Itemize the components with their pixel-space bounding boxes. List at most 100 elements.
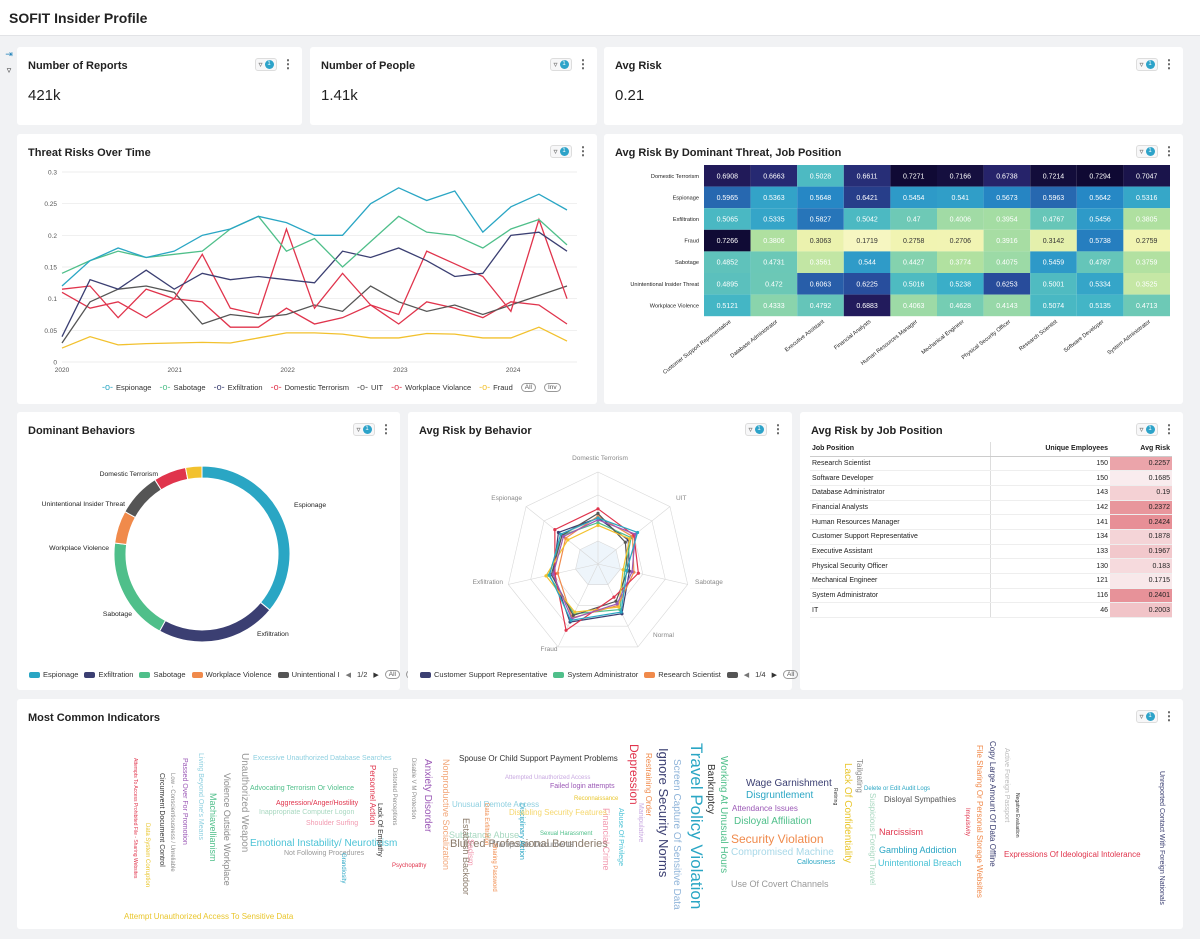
word-cloud-term[interactable]: Active Foreign Passport — [1003, 748, 1010, 823]
legend-item[interactable] — [726, 671, 738, 678]
word-cloud-term[interactable]: Violence Outside Workplace — [222, 773, 232, 886]
word-cloud-term[interactable]: Living Beyond One's Means — [197, 753, 204, 840]
filter-button[interactable]: ▿ 1 — [1136, 709, 1158, 723]
filter-icon[interactable]: ▿ — [6, 65, 12, 75]
filter-button[interactable]: ▿ 1 — [255, 57, 277, 71]
legend-next-icon[interactable]: ▶ — [771, 671, 777, 679]
legend-pill[interactable]: All — [520, 382, 536, 392]
legend-next-icon[interactable]: ▶ — [373, 671, 379, 679]
filter-button[interactable]: ▿ 1 — [1136, 144, 1158, 158]
table-row[interactable]: Database Administrator 143 0.19 — [810, 485, 1172, 501]
more-options-icon[interactable]: ⋮ — [577, 57, 589, 71]
word-cloud-term[interactable]: Spouse Or Child Support Payment Problems — [459, 754, 618, 763]
word-cloud-term[interactable]: Attempted Unauthorized Access — [505, 775, 591, 781]
word-cloud-term[interactable]: Grandiosity — [340, 853, 346, 884]
legend-item[interactable]: System Administrator — [553, 670, 638, 679]
table-row[interactable]: Software Developer 150 0.1685 — [810, 470, 1172, 486]
word-cloud-term[interactable]: Emotional Instability/ Neuroticism — [250, 838, 398, 849]
word-cloud-term[interactable]: Ignore Security Norms — [656, 748, 671, 878]
word-cloud-term[interactable]: Attempt Unauthorized Access To Sensitive… — [124, 912, 294, 921]
more-options-icon[interactable]: ⋮ — [1163, 144, 1175, 158]
table-row[interactable]: Executive Assistant 133 0.1967 — [810, 544, 1172, 560]
word-cloud-term[interactable]: Unusual Remote Access — [452, 800, 540, 809]
word-cloud-term[interactable]: Disable V M Protection — [410, 758, 416, 820]
word-cloud-term[interactable]: Delete or Edit Audit Logs — [864, 786, 931, 792]
column-header-unique-employees[interactable]: Unique Employees — [990, 442, 1110, 457]
word-cloud-term[interactable]: Personnel Action — [368, 765, 377, 826]
word-cloud-term[interactable]: Screen Capture Of Sensitive Data — [671, 759, 682, 910]
word-cloud-term[interactable]: Impulsivity — [964, 808, 970, 837]
word-cloud-term[interactable]: Bankruptcy — [705, 764, 716, 815]
word-cloud-term[interactable]: Advocating Terrorism Or Violence — [250, 785, 355, 792]
table-row[interactable]: Physical Security Officer 130 0.183 — [810, 558, 1172, 574]
word-cloud-term[interactable]: Depression — [627, 744, 641, 805]
word-cloud-term[interactable]: Manipulative — [637, 803, 644, 843]
word-cloud-term[interactable]: Attendance Issues — [732, 804, 798, 813]
word-cloud-term[interactable]: Working At Unusual Hours — [718, 756, 729, 874]
word-cloud-term[interactable]: Disabling Security Features — [509, 808, 607, 817]
word-cloud-term[interactable]: Shoulder Surfing — [306, 820, 359, 827]
word-cloud-term[interactable]: Financial Crime — [601, 808, 611, 871]
word-cloud-term[interactable]: Manipulate Documents — [492, 840, 574, 849]
legend-item[interactable]: Sabotage — [139, 670, 186, 679]
word-cloud-term[interactable]: Disgruntlement — [746, 790, 814, 801]
word-cloud-term[interactable]: Expressions Of Ideological Intolerance — [1004, 850, 1141, 859]
word-cloud-term[interactable]: Establish Backdoor — [461, 818, 471, 896]
more-options-icon[interactable]: ⋮ — [577, 144, 589, 158]
word-cloud-term[interactable]: Retiring — [832, 788, 838, 806]
word-cloud-term[interactable]: Lack Of Confidentiality — [842, 763, 853, 864]
word-cloud-term[interactable]: Abuse Of Privilege — [617, 808, 624, 866]
word-cloud-term[interactable]: Unauthorized Weapon — [239, 753, 250, 853]
word-cloud-term[interactable]: Machiavellianism — [208, 793, 218, 862]
more-options-icon[interactable]: ⋮ — [1163, 422, 1175, 436]
legend-prev-icon[interactable]: ◀ — [743, 671, 750, 679]
word-cloud-term[interactable]: Anxiety Disorder — [422, 759, 433, 833]
word-cloud-term[interactable]: Tailgating — [855, 759, 864, 793]
legend-item[interactable]: -o- Sabotage — [159, 382, 205, 392]
column-header-avg-risk[interactable]: Avg Risk — [1110, 442, 1172, 457]
word-cloud-term[interactable]: Disciplinary Action — [518, 803, 525, 860]
filter-button[interactable]: ▿ 1 — [745, 422, 767, 436]
word-cloud-term[interactable]: Failed login attempts — [550, 783, 615, 790]
word-cloud-term[interactable]: Use Of Covert Channels — [731, 879, 829, 889]
word-cloud-term[interactable]: Distorted Perceptions — [391, 768, 397, 826]
word-cloud-term[interactable]: Data Exfiltration — [483, 803, 489, 846]
more-options-icon[interactable]: ⋮ — [380, 422, 392, 436]
legend-item[interactable]: -o- Workplace Violance — [391, 382, 471, 392]
legend-prev-icon[interactable]: ◀ — [345, 671, 351, 679]
filter-button[interactable]: ▿ 1 — [550, 57, 572, 71]
word-cloud-term[interactable]: Security Violation — [731, 832, 824, 846]
legend-pill[interactable]: Inv — [543, 382, 561, 392]
word-cloud-term[interactable]: Unintentional Breach — [878, 858, 962, 868]
word-cloud-term[interactable]: Negative Evaluation — [1014, 793, 1020, 838]
legend-item[interactable]: Customer Support Representative — [420, 670, 547, 679]
filter-button[interactable]: ▿ 1 — [353, 422, 375, 436]
word-cloud-term[interactable]: Compromised Machine — [731, 847, 834, 858]
word-cloud-term[interactable]: Sexual Harassment — [540, 831, 593, 837]
word-cloud-term[interactable]: Travel Policy Violation — [687, 743, 706, 910]
word-cloud-term[interactable]: Lack Of Empathy — [376, 803, 383, 857]
more-options-icon[interactable]: ⋮ — [1163, 57, 1175, 71]
legend-item[interactable]: -o- Fraud — [479, 382, 513, 392]
word-cloud-term[interactable]: Not Following Procedures — [284, 850, 365, 857]
word-cloud-term[interactable]: Data System Corruption — [144, 823, 150, 888]
table-row[interactable]: Human Resources Manager 141 0.2424 — [810, 514, 1172, 530]
table-row[interactable]: Mechanical Engineer 121 0.1715 — [810, 573, 1172, 589]
word-cloud-term[interactable]: Aggression/Anger/Hostility — [276, 800, 359, 807]
word-cloud-term[interactable]: Copy Large Amount Of Data Offline — [988, 741, 997, 867]
more-options-icon[interactable]: ⋮ — [1163, 709, 1175, 723]
word-cloud-term[interactable]: Wage Garnishment — [746, 778, 832, 789]
word-cloud-term[interactable]: Sharing Password — [491, 843, 497, 892]
legend-item[interactable]: -o- Domestic Terrorism — [271, 382, 349, 392]
table-row[interactable]: Financial Analysts 142 0.2372 — [810, 500, 1172, 516]
word-cloud-term[interactable]: Attempts To Access Prohibited File - Sha… — [132, 758, 138, 879]
legend-pill[interactable]: All — [384, 670, 401, 679]
word-cloud-term[interactable]: File Sharing Or Personal Storage Website… — [975, 745, 984, 898]
word-cloud-term[interactable]: Restraining Order — [644, 753, 653, 817]
word-cloud-term[interactable]: Reconnaissance — [574, 796, 619, 802]
table-row[interactable]: Customer Support Representative 134 0.1878 — [810, 529, 1172, 545]
legend-item[interactable]: -o- UIT — [357, 382, 383, 392]
column-header-job-position[interactable]: Job Position — [810, 442, 991, 457]
word-cloud-term[interactable]: Passed Over For Promotion — [181, 758, 188, 845]
legend-item[interactable]: -o- Exfiltration — [214, 382, 263, 392]
